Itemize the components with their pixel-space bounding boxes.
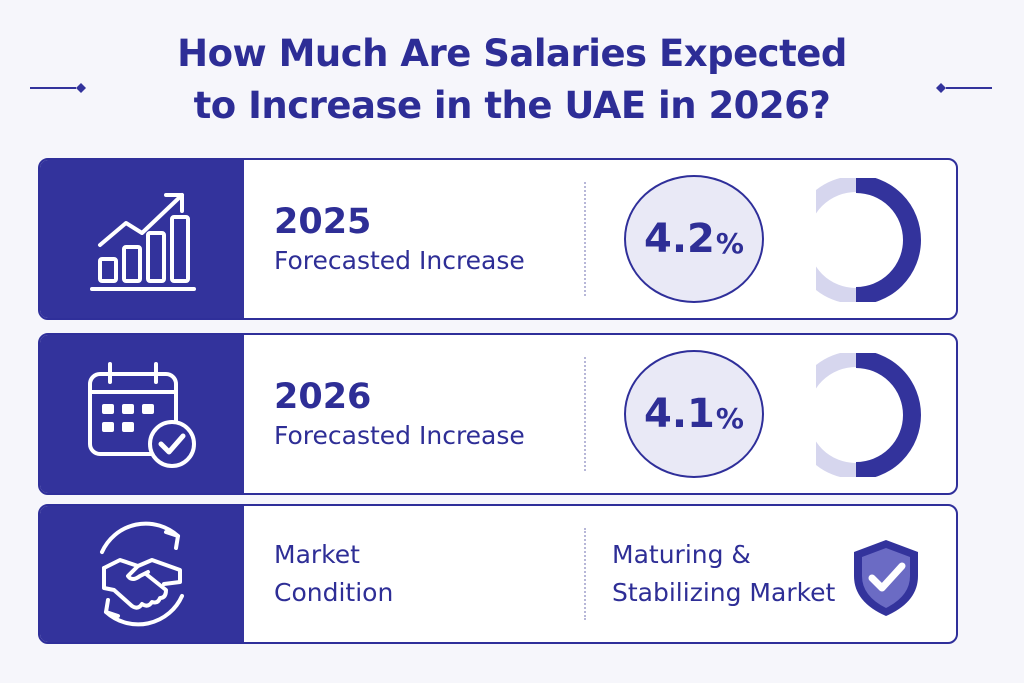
page-title-line-2: to Increase in the UAE in 2026? <box>193 84 831 127</box>
market-label-line-1: Market <box>274 540 360 569</box>
forecast-label: Forecasted Increase <box>274 421 525 450</box>
icon-panel <box>40 506 244 642</box>
icon-panel <box>40 160 244 318</box>
value-badge: 4.1% <box>624 350 764 478</box>
market-status-line-1: Maturing & <box>612 540 751 569</box>
forecast-card-2026: 2026 Forecasted Increase 4.1% <box>38 333 958 495</box>
forecast-year: 2025 <box>274 202 372 242</box>
market-condition-card: Market Condition Maturing & Stabilizing … <box>38 504 958 644</box>
market-status: Maturing & Stabilizing Market <box>612 506 835 642</box>
forecast-value: 4.2 <box>644 216 715 262</box>
shield-check-icon <box>854 540 918 616</box>
forecast-year: 2026 <box>274 377 372 417</box>
title-block: How Much Are Salaries Expected to Increa… <box>0 28 1024 132</box>
forecast-unit: % <box>715 226 744 260</box>
value-badge: 4.2% <box>624 175 764 303</box>
forecast-value: 4.1 <box>644 391 715 437</box>
divider <box>584 182 586 296</box>
forecast-label-block: 2026 Forecasted Increase <box>274 335 525 493</box>
divider <box>584 528 586 620</box>
divider <box>584 357 586 471</box>
market-label-line-2: Condition <box>274 578 394 607</box>
icon-panel <box>40 335 244 493</box>
title-decoration-left-icon <box>30 83 86 93</box>
handshake-icon <box>100 521 184 627</box>
market-status-line-2: Stabilizing Market <box>612 578 836 607</box>
page-title-line-1: How Much Are Salaries Expected <box>177 32 847 75</box>
title-decoration-right-icon <box>936 83 992 93</box>
half-ring-icon <box>816 178 921 302</box>
forecast-card-2025: 2025 Forecasted Increase 4.2% <box>38 158 958 320</box>
half-ring-icon <box>816 353 921 477</box>
forecast-label-block: 2025 Forecasted Increase <box>274 160 525 318</box>
forecast-unit: % <box>715 401 744 435</box>
calendar-check-icon <box>88 362 196 468</box>
market-label-block: Market Condition <box>274 506 393 642</box>
growth-chart-icon <box>90 193 196 291</box>
forecast-label: Forecasted Increase <box>274 246 525 275</box>
